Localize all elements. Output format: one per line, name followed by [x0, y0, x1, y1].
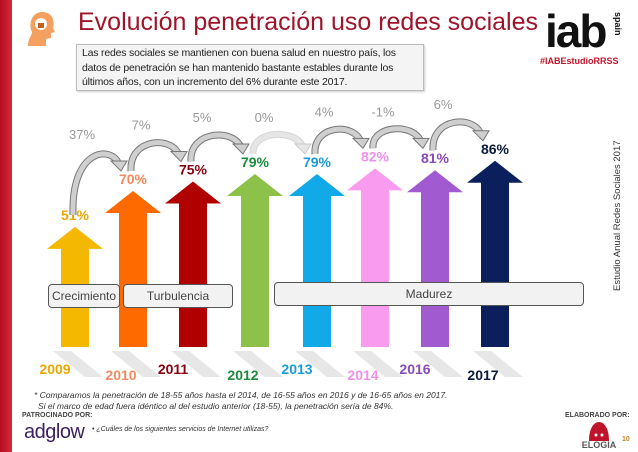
curved-arrow-head	[471, 130, 490, 142]
curved-arrow-head	[293, 143, 312, 155]
footnote-line-1: * Comparamos la penetración de 18-55 año…	[34, 390, 448, 400]
change-label: -1%	[371, 104, 395, 119]
curved-arrow	[188, 132, 244, 162]
curved-arrow	[250, 132, 306, 155]
arrow-bar-2014	[347, 168, 403, 347]
hashtag: #IABEstudioRRSS	[540, 56, 619, 66]
phase-madurez: Madurez	[274, 282, 584, 306]
change-label: 5%	[193, 110, 212, 125]
year-label: 2016	[399, 361, 430, 377]
accent-bar	[0, 0, 12, 452]
year-label: 2014	[347, 367, 378, 383]
question: ¿Cuáles de los siguientes servicios de I…	[96, 426, 269, 433]
year-label: 2013	[281, 361, 312, 377]
elogia-text: ELOGIA	[581, 440, 617, 450]
value-label: 81%	[421, 150, 450, 166]
iab-logo: iab	[545, 5, 607, 57]
elogia-logo	[589, 422, 609, 441]
arrow-bar-2016	[407, 170, 463, 347]
intro-text: Las redes sociales se mantienen con buen…	[76, 44, 424, 91]
arrow-shadow	[353, 351, 403, 377]
arrow-bar-2013	[289, 174, 345, 347]
year-label: 2010	[105, 367, 136, 383]
year-label: 2012	[227, 367, 258, 383]
value-label: 86%	[481, 141, 510, 157]
value-label: 82%	[361, 148, 390, 164]
curved-arrow-head	[169, 151, 188, 163]
arrow-bar-2011	[165, 181, 221, 347]
phase-crecimiento: Crecimiento	[48, 284, 120, 308]
sponsor-label: PATROCINADO POR:	[22, 412, 93, 419]
year-label: 2017	[467, 367, 498, 383]
arrow-shadow	[171, 351, 221, 377]
made-by-label: ELABORADO POR:	[565, 412, 630, 419]
year-label: 2011	[158, 361, 189, 377]
value-label: 79%	[303, 154, 332, 170]
arrow-bar-2010	[105, 190, 161, 347]
change-label: 37%	[69, 127, 95, 142]
arrow-bar-2012	[227, 174, 283, 347]
head-thumbs-up-icon	[28, 12, 55, 46]
arrow-shadow	[295, 351, 345, 377]
curved-arrow-head	[231, 143, 250, 155]
curved-arrow-head	[411, 137, 430, 150]
page-number: 10	[622, 436, 630, 443]
question-text: • ¿Cuáles de los siguientes servicios de…	[92, 426, 269, 433]
arrow-shadow	[413, 351, 463, 377]
change-label: 4%	[315, 104, 334, 119]
change-label: 0%	[255, 110, 274, 125]
curved-arrow	[370, 126, 424, 149]
iab-logo-spain: spain	[613, 12, 623, 36]
adglow-logo: adglow	[24, 421, 85, 443]
year-label: 2009	[39, 361, 70, 377]
arrow-bar-2017	[467, 160, 523, 347]
value-label: 51%	[61, 207, 90, 223]
phase-turbulencia: Turbulencia	[123, 284, 233, 308]
curved-arrow	[128, 140, 182, 172]
footnote-line-2: Si el marco de edad fuera idéntico al de…	[38, 401, 394, 411]
page-title: Evolución penetración uso redes sociales	[78, 8, 538, 36]
arrow-shadow	[473, 351, 523, 377]
curved-arrow-head	[109, 160, 128, 172]
change-label: 6%	[434, 97, 453, 112]
change-label: 7%	[132, 118, 151, 133]
value-label: 70%	[119, 171, 148, 187]
footnote: * Comparamos la penetración de 18-55 año…	[34, 390, 448, 412]
value-label: 75%	[179, 162, 208, 178]
curved-arrow	[312, 126, 364, 155]
curved-arrow	[430, 119, 484, 151]
arrow-shadow	[53, 351, 103, 377]
arrow-shadow	[111, 351, 161, 377]
curved-arrow-head	[351, 137, 370, 150]
arrow-shadow	[233, 351, 283, 377]
curved-arrow	[70, 151, 122, 215]
curved-arrow-outline	[69, 150, 123, 215]
value-label: 79%	[241, 154, 270, 170]
